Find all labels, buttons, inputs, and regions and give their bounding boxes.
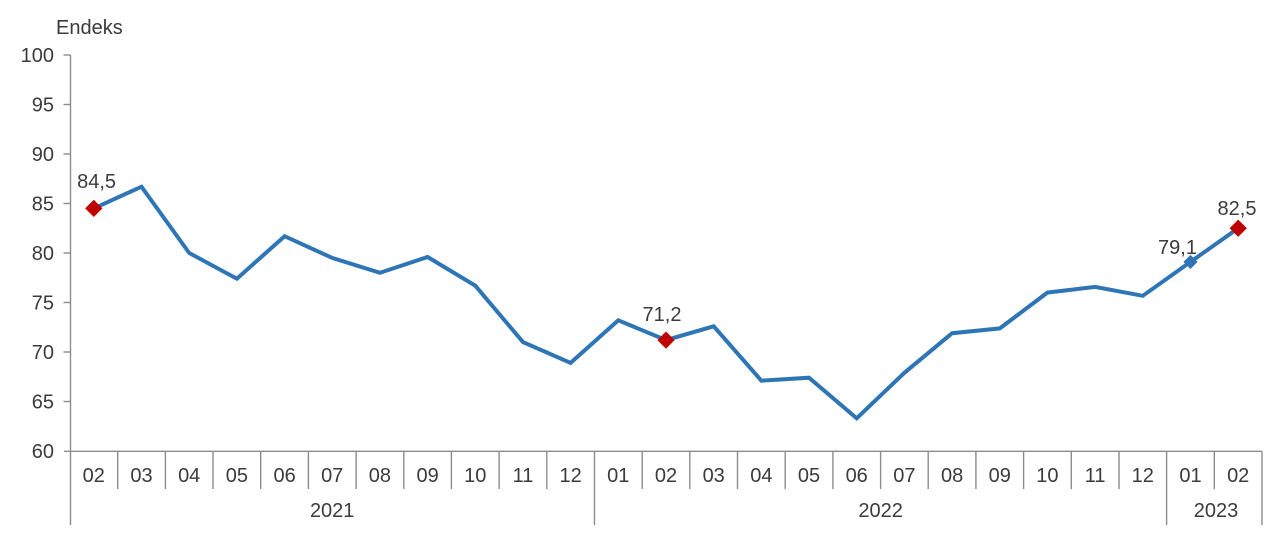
svg-text:2022: 2022 [858,500,903,522]
svg-text:2023: 2023 [1194,500,1239,522]
svg-text:02: 02 [83,465,105,487]
svg-text:65: 65 [32,392,54,414]
svg-text:03: 03 [703,465,725,487]
svg-text:05: 05 [798,465,820,487]
svg-text:02: 02 [655,465,677,487]
svg-text:04: 04 [178,465,200,487]
svg-text:70: 70 [32,342,54,364]
svg-text:82,5: 82,5 [1218,198,1257,220]
svg-text:Endeks: Endeks [56,17,123,39]
svg-text:75: 75 [32,293,54,315]
svg-text:79,1: 79,1 [1158,237,1197,259]
svg-text:05: 05 [226,465,248,487]
svg-text:12: 12 [1132,465,1154,487]
svg-text:2021: 2021 [310,500,355,522]
svg-text:03: 03 [130,465,152,487]
svg-text:06: 06 [273,465,295,487]
svg-text:08: 08 [941,465,963,487]
svg-text:08: 08 [369,465,391,487]
svg-text:71,2: 71,2 [643,304,682,326]
svg-text:01: 01 [1179,465,1201,487]
svg-text:02: 02 [1227,465,1249,487]
svg-text:11: 11 [1085,465,1106,487]
svg-text:84,5: 84,5 [77,171,116,193]
svg-text:12: 12 [559,465,581,487]
svg-text:85: 85 [32,194,54,216]
svg-text:100: 100 [21,45,54,67]
svg-text:60: 60 [32,441,54,463]
svg-text:06: 06 [846,465,868,487]
svg-text:07: 07 [321,465,343,487]
svg-text:10: 10 [1036,465,1058,487]
svg-text:10: 10 [464,465,486,487]
svg-text:09: 09 [989,465,1011,487]
svg-text:01: 01 [607,465,629,487]
svg-text:09: 09 [416,465,438,487]
svg-text:04: 04 [750,465,772,487]
svg-text:07: 07 [893,465,915,487]
svg-text:11: 11 [513,465,534,487]
svg-text:80: 80 [32,243,54,265]
svg-text:95: 95 [32,95,54,117]
svg-text:90: 90 [32,144,54,166]
